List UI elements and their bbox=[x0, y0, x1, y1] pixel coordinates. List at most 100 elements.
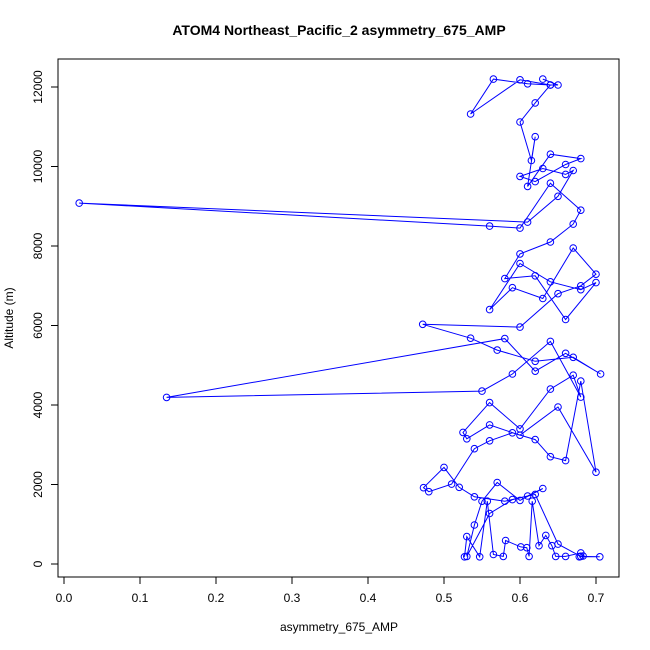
y-axis-label: Altitude (m) bbox=[2, 287, 16, 348]
data-point bbox=[523, 218, 532, 226]
data-point bbox=[516, 496, 524, 505]
data-point bbox=[596, 370, 605, 378]
data-point bbox=[546, 81, 555, 89]
data-point bbox=[493, 346, 502, 354]
data-point bbox=[489, 75, 498, 83]
data-point bbox=[546, 238, 555, 246]
data-point bbox=[501, 536, 510, 545]
data-point bbox=[501, 334, 509, 343]
x-tick-label: 0.4 bbox=[360, 591, 377, 605]
data-point bbox=[499, 552, 508, 561]
data-point bbox=[516, 76, 524, 84]
data-point bbox=[508, 370, 517, 378]
series-line bbox=[79, 78, 601, 559]
data-point bbox=[523, 543, 531, 552]
y-axis: 0 2000 4000 6000 8000 10000 12000 bbox=[31, 70, 59, 567]
data-point bbox=[596, 553, 604, 561]
data-point bbox=[419, 483, 428, 492]
x-tick-label: 0.0 bbox=[56, 591, 73, 605]
data-point bbox=[485, 305, 494, 314]
data-point bbox=[577, 154, 585, 163]
data-point bbox=[463, 552, 471, 561]
data-point bbox=[542, 531, 550, 540]
data-point bbox=[577, 282, 585, 290]
series-polyline bbox=[79, 78, 601, 559]
data-point bbox=[516, 323, 524, 331]
y-tick-label: 10000 bbox=[31, 149, 45, 183]
data-point bbox=[478, 497, 486, 506]
x-axis: 0.0 0.1 0.2 0.3 0.4 0.5 0.6 0.7 bbox=[56, 576, 605, 605]
y-tick-label: 12000 bbox=[31, 70, 45, 104]
series-points bbox=[75, 75, 605, 561]
data-point bbox=[551, 552, 560, 561]
data-point bbox=[525, 552, 533, 561]
data-point bbox=[485, 421, 494, 429]
data-point bbox=[485, 509, 494, 518]
data-point bbox=[463, 532, 471, 541]
data-point bbox=[569, 166, 578, 175]
y-tick-label: 2000 bbox=[31, 471, 45, 498]
data-point bbox=[531, 177, 540, 186]
y-tick-label: 6000 bbox=[31, 312, 45, 339]
x-tick-label: 0.1 bbox=[132, 591, 149, 605]
y-tick-label: 4000 bbox=[31, 391, 45, 418]
data-point bbox=[459, 428, 467, 437]
data-point bbox=[531, 490, 540, 499]
data-point bbox=[470, 444, 479, 453]
data-point bbox=[577, 285, 585, 294]
data-point bbox=[425, 487, 433, 496]
y-tick-label: 8000 bbox=[31, 232, 45, 259]
x-tick-label: 0.6 bbox=[512, 591, 529, 605]
data-point bbox=[516, 118, 524, 126]
data-point bbox=[516, 425, 524, 433]
data-point bbox=[554, 540, 562, 548]
data-point bbox=[592, 270, 600, 279]
data-point bbox=[483, 497, 492, 506]
data-point bbox=[418, 320, 427, 329]
data-point bbox=[516, 172, 524, 181]
data-point bbox=[501, 274, 509, 283]
data-point bbox=[577, 377, 585, 385]
data-point bbox=[508, 429, 517, 437]
x-tick-label: 0.5 bbox=[436, 591, 453, 605]
data-point bbox=[516, 250, 524, 258]
data-point bbox=[485, 437, 494, 445]
data-point bbox=[539, 164, 547, 173]
data-point bbox=[554, 81, 562, 89]
data-point bbox=[577, 393, 585, 401]
data-point bbox=[554, 403, 562, 411]
x-tick-label: 0.7 bbox=[588, 591, 605, 605]
data-point bbox=[523, 182, 532, 191]
data-point bbox=[516, 224, 524, 232]
data-point bbox=[440, 463, 448, 472]
data-point bbox=[561, 349, 570, 358]
data-point bbox=[546, 179, 555, 187]
data-point bbox=[546, 150, 555, 158]
data-point bbox=[577, 552, 585, 561]
data-point bbox=[508, 283, 517, 292]
data-point bbox=[561, 456, 570, 465]
data-point bbox=[447, 480, 456, 488]
data-point bbox=[485, 222, 494, 230]
data-point bbox=[475, 553, 484, 561]
x-axis-label: asymmetry_675_AMP bbox=[280, 620, 398, 634]
data-point bbox=[535, 541, 543, 550]
data-point bbox=[554, 192, 562, 201]
data-point bbox=[561, 315, 570, 324]
data-point bbox=[569, 220, 578, 228]
data-point bbox=[527, 156, 536, 165]
data-point bbox=[539, 484, 547, 493]
data-point bbox=[531, 357, 540, 366]
data-point bbox=[523, 492, 532, 500]
data-point bbox=[546, 385, 555, 393]
data-point bbox=[162, 393, 171, 402]
data-point bbox=[455, 483, 464, 492]
data-point bbox=[478, 387, 486, 395]
data-point bbox=[546, 452, 555, 461]
data-point bbox=[531, 367, 540, 376]
data-point bbox=[561, 552, 570, 561]
data-point bbox=[485, 398, 494, 407]
data-point bbox=[561, 170, 570, 179]
data-point bbox=[489, 550, 498, 559]
